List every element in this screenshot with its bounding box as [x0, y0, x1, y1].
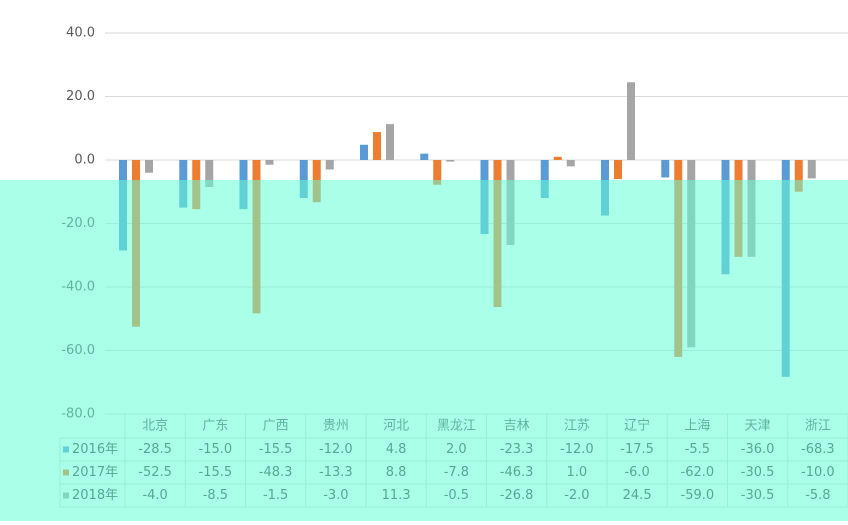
bar — [433, 160, 442, 185]
bar — [386, 124, 394, 160]
bar — [540, 160, 549, 199]
bar — [265, 160, 274, 165]
bar — [794, 160, 803, 192]
display-glitch-overlay — [0, 180, 848, 521]
bar — [205, 160, 214, 187]
bar — [566, 160, 575, 167]
bar — [614, 160, 622, 180]
bar — [360, 144, 368, 160]
bar — [325, 160, 334, 170]
bar — [553, 156, 562, 160]
bar — [299, 160, 308, 199]
bar — [420, 153, 429, 160]
bar — [627, 82, 635, 160]
bar — [661, 160, 670, 178]
bar — [807, 160, 816, 179]
y-tick-label: 40.0 — [66, 26, 95, 41]
y-tick-label: 20.0 — [66, 89, 95, 104]
y-tick-label: 0.0 — [74, 153, 95, 168]
bar — [145, 160, 153, 173]
bar — [373, 132, 381, 160]
bar — [446, 160, 455, 162]
